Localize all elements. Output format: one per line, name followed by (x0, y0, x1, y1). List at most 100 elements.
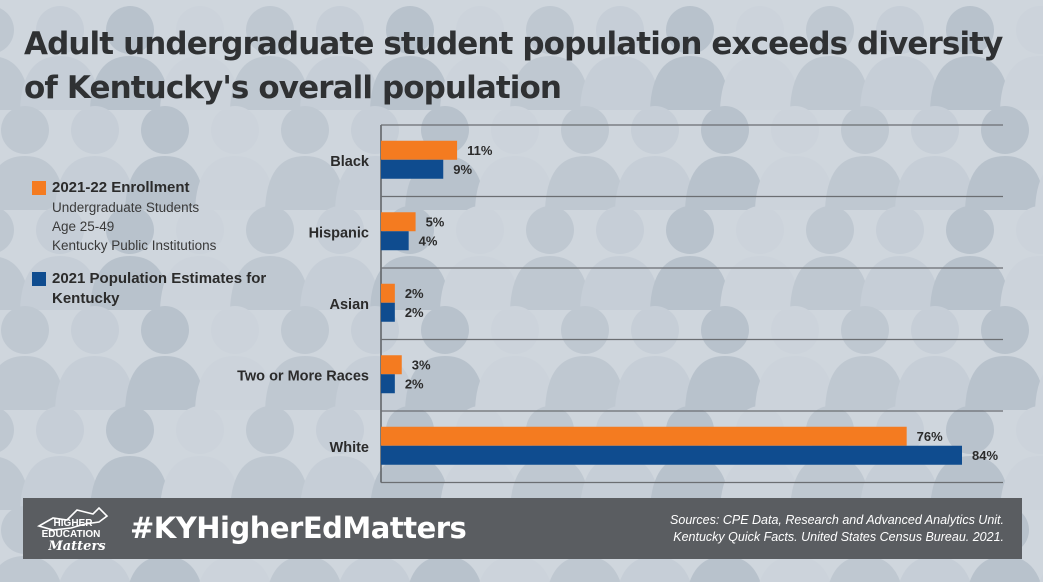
person-silhouette-icon (20, 206, 100, 310)
person-silhouette-icon (300, 206, 380, 310)
data-label: 4% (419, 233, 438, 248)
person-silhouette-icon (965, 306, 1043, 410)
logo-text-education: EDUCATION (42, 529, 101, 540)
person-silhouette-icon (545, 306, 625, 410)
person-silhouette-icon (230, 6, 310, 110)
data-label: 3% (412, 357, 431, 372)
person-silhouette-icon (580, 6, 660, 110)
legend-sub-line: Age 25-49 (52, 219, 115, 234)
person-silhouette-icon (300, 6, 380, 110)
legend-sub-line: Kentucky Public Institutions (52, 238, 217, 253)
person-silhouette-icon (1035, 174, 1043, 210)
person-silhouette-icon (195, 106, 275, 210)
person-silhouette-icon (370, 6, 450, 110)
category-label: Black (330, 154, 370, 170)
person-silhouette-icon (650, 6, 730, 110)
data-label: 84% (972, 448, 998, 463)
person-silhouette-icon (20, 406, 100, 510)
person-silhouette-icon (790, 206, 870, 310)
person-silhouette-icon (90, 206, 170, 310)
data-label: 9% (453, 162, 472, 177)
category-label: Asian (330, 297, 370, 313)
person-silhouette-icon (440, 206, 520, 310)
person-silhouette-icon (125, 306, 205, 410)
person-silhouette-icon (440, 6, 520, 110)
person-silhouette-icon (300, 406, 380, 510)
logo-text-matters: Matters (47, 539, 106, 554)
bar (381, 283, 395, 303)
sources-line: Kentucky Quick Facts. United States Cens… (673, 530, 1004, 544)
bar-chart: Black 11% 9% Hispanic 5% 4% Asian 2% 2% Two or Mo… (237, 124, 1003, 484)
person-silhouette-icon (90, 406, 170, 510)
person-silhouette-icon (230, 406, 310, 510)
person-silhouette-icon (650, 206, 730, 310)
bar (381, 355, 402, 375)
bar (381, 445, 962, 465)
person-silhouette-icon (1000, 6, 1043, 110)
sources-note: Sources: CPE Data, Research and Advanced… (670, 512, 1004, 546)
person-silhouette-icon (510, 6, 590, 110)
legend-item-population: 2021 Population Estimates for Kentucky (32, 269, 292, 309)
person-silhouette-icon (230, 206, 310, 310)
data-label: 11% (467, 143, 493, 158)
bar (381, 159, 444, 179)
person-silhouette-icon (860, 206, 940, 310)
legend-swatch-population (32, 272, 46, 286)
person-silhouette-icon (1000, 206, 1043, 310)
legend: 2021-22 Enrollment Undergraduate Student… (32, 178, 292, 323)
kentucky-outline-icon (36, 506, 109, 531)
person-silhouette-icon (20, 6, 100, 110)
data-label: 2% (405, 376, 424, 391)
bar (381, 140, 458, 160)
legend-label-enrollment: 2021-22 Enrollment (52, 179, 190, 196)
person-silhouette-icon (825, 306, 905, 410)
sources-line: Sources: CPE Data, Research and Advanced… (670, 513, 1004, 527)
bar (381, 212, 416, 232)
logo-text-higher: HIGHER (54, 518, 94, 529)
person-silhouette-icon (160, 406, 240, 510)
person-silhouette-icon (755, 306, 835, 410)
person-silhouette-icon (265, 106, 345, 210)
person-silhouette-icon (615, 306, 695, 410)
category-label: White (330, 440, 369, 456)
higher-education-matters-logo: HIGHER EDUCATION Matters (36, 506, 109, 554)
bar (381, 302, 395, 322)
person-silhouette-icon (895, 306, 975, 410)
person-silhouette-icon (685, 306, 765, 410)
data-label: 2% (405, 286, 424, 301)
person-silhouette-icon (510, 206, 590, 310)
person-silhouette-icon (475, 306, 555, 410)
person-silhouette-icon (125, 106, 205, 210)
person-silhouette-icon (1035, 374, 1043, 410)
person-silhouette-icon (405, 306, 485, 410)
person-silhouette-icon (1039, 574, 1043, 582)
data-label: 2% (405, 305, 424, 320)
person-silhouette-icon (720, 6, 800, 110)
person-silhouette-icon (0, 306, 65, 410)
footer-bar: HIGHER EDUCATION Matters #KYHigherEdMatt… (23, 498, 1022, 559)
person-silhouette-icon (930, 206, 1010, 310)
bar (381, 231, 409, 251)
person-silhouette-icon (1000, 406, 1043, 510)
legend-label-population: 2021 Population Estimates for Kentucky (52, 270, 267, 307)
person-silhouette-icon (55, 106, 135, 210)
person-silhouette-icon (160, 6, 240, 110)
bar (381, 374, 395, 394)
person-silhouette-icon (195, 306, 275, 410)
person-silhouette-icon (580, 206, 660, 310)
person-silhouette-icon (930, 6, 1010, 110)
data-label: 76% (917, 429, 943, 444)
person-silhouette-icon (790, 6, 870, 110)
legend-sub-line: Undergraduate Students (52, 200, 200, 215)
category-label: Two or More Races (237, 368, 369, 384)
person-silhouette-icon (160, 206, 240, 310)
person-silhouette-icon (55, 306, 135, 410)
person-silhouette-icon (720, 206, 800, 310)
data-label: 5% (426, 214, 445, 229)
legend-item-enrollment: 2021-22 Enrollment Undergraduate Student… (32, 178, 292, 255)
legend-swatch-enrollment (32, 181, 46, 195)
hashtag[interactable]: #KYHigherEdMatters (130, 511, 467, 545)
chart-title: Adult undergraduate student population e… (24, 26, 1003, 106)
bar (381, 426, 907, 446)
